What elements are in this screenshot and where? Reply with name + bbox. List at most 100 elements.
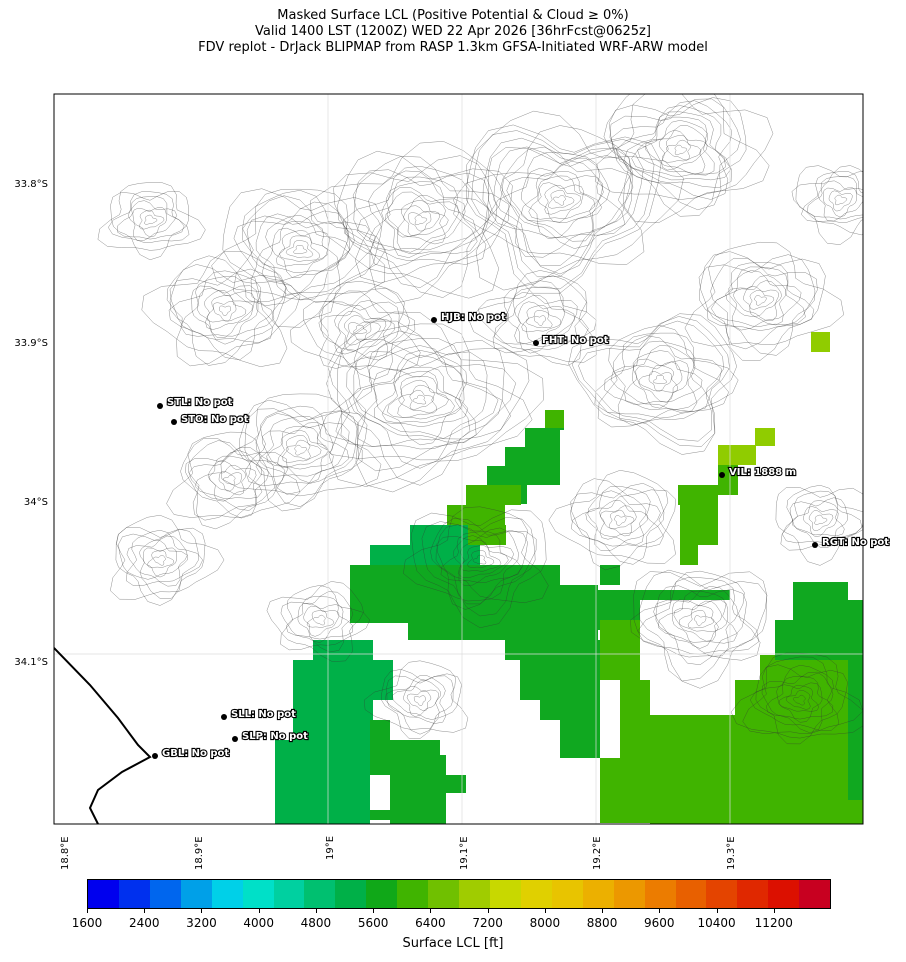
lon-label: 19°E	[325, 835, 336, 860]
contour-line	[553, 195, 566, 206]
colorbar-segment	[88, 880, 119, 908]
contour-line	[139, 209, 165, 230]
contour-line	[180, 276, 275, 337]
contour-line	[257, 221, 340, 273]
contour-line	[421, 517, 536, 617]
colorbar-tickmark	[201, 909, 203, 913]
contour-line	[624, 350, 703, 405]
site-marker	[431, 317, 437, 323]
lcl-cell	[678, 545, 698, 565]
contour-line	[218, 471, 243, 492]
contour-line	[673, 600, 723, 642]
contour-line	[436, 527, 519, 600]
contour-line	[126, 535, 188, 587]
contour-line	[604, 340, 710, 412]
contour-line	[346, 330, 517, 472]
contour-line	[631, 116, 726, 177]
contour-line	[285, 596, 354, 640]
contour-line	[132, 207, 167, 238]
site-label: GBL: No pot	[162, 748, 229, 759]
contour-line	[275, 230, 329, 267]
colorbar-segment	[273, 880, 305, 908]
contour-line	[348, 321, 372, 342]
lcl-cell	[650, 715, 863, 824]
contour-line	[285, 240, 314, 258]
contour-line	[698, 254, 816, 356]
contour-line	[600, 505, 637, 537]
contour-line	[386, 191, 459, 253]
site-stl: STL: No pot	[157, 396, 234, 409]
contour-line	[506, 292, 578, 354]
lcl-cell	[793, 582, 848, 622]
contour-line	[795, 165, 863, 245]
contour-line	[166, 255, 301, 367]
contour-line	[410, 509, 547, 629]
terrain-contours	[97, 94, 863, 745]
contour-line	[277, 429, 329, 468]
colorbar-label: Surface LCL [ft]	[402, 936, 504, 951]
contour-line	[97, 182, 206, 251]
lat-label: 33.8°S	[14, 179, 48, 190]
contour-line	[290, 280, 421, 371]
contour-line	[413, 695, 426, 706]
lcl-cell	[545, 410, 564, 429]
contour-line	[755, 664, 848, 745]
contour-line	[294, 444, 308, 456]
contour-line	[699, 251, 826, 361]
contour-line	[568, 313, 737, 455]
contour-line	[466, 124, 662, 294]
colorbar-tick-label: 1600	[71, 916, 103, 930]
contour-line	[655, 585, 747, 666]
contour-line	[168, 270, 273, 343]
colorbar-tickmark	[602, 909, 604, 913]
lcl-mask-gap	[505, 505, 525, 525]
contour-line	[306, 610, 335, 628]
contour-line	[387, 376, 455, 420]
colorbar-segment	[551, 880, 583, 908]
contour-line	[501, 157, 610, 249]
site-marker	[171, 419, 177, 425]
contour-line	[219, 305, 231, 316]
lcl-cell	[560, 700, 600, 758]
contour-line	[392, 680, 441, 720]
colorbar-tick-label: 9600	[644, 916, 675, 930]
site-rgt: RGT: No pot	[812, 536, 890, 549]
contour-line	[808, 510, 834, 531]
colorbar-segment	[366, 880, 398, 908]
colorbar-segment	[397, 880, 429, 908]
contour-line	[623, 111, 732, 181]
contour-line	[614, 515, 627, 526]
contour-line	[397, 199, 449, 238]
contour-line	[666, 139, 691, 161]
contour-line	[110, 514, 225, 600]
contour-line	[594, 94, 770, 200]
contour-line	[520, 171, 603, 223]
contour-line	[246, 210, 350, 301]
contour-line	[293, 245, 308, 255]
lon-label: 18.9°E	[194, 836, 205, 870]
colorbar-segment	[118, 880, 150, 908]
contour-line	[381, 669, 462, 739]
contour-line	[710, 257, 818, 350]
colorbar-tickmark	[87, 909, 88, 913]
contour-line	[153, 555, 166, 566]
contour-line	[521, 305, 562, 333]
contour-line	[594, 332, 729, 419]
contour-line	[115, 527, 206, 606]
contour-line	[180, 437, 288, 530]
contour-line	[280, 585, 371, 651]
colorbar-segment	[675, 880, 707, 908]
lon-label: 19.3°E	[726, 836, 737, 870]
colorbar-segment	[149, 880, 181, 908]
contour-line	[327, 311, 544, 487]
colorbar-segment	[428, 880, 460, 908]
contour-line	[363, 660, 469, 733]
contour-line	[357, 345, 499, 447]
contour-line	[478, 275, 588, 366]
coastline	[54, 647, 152, 824]
contour-line	[781, 490, 863, 544]
contour-line	[452, 125, 645, 265]
contour-line	[678, 605, 719, 633]
contour-line	[412, 394, 427, 405]
